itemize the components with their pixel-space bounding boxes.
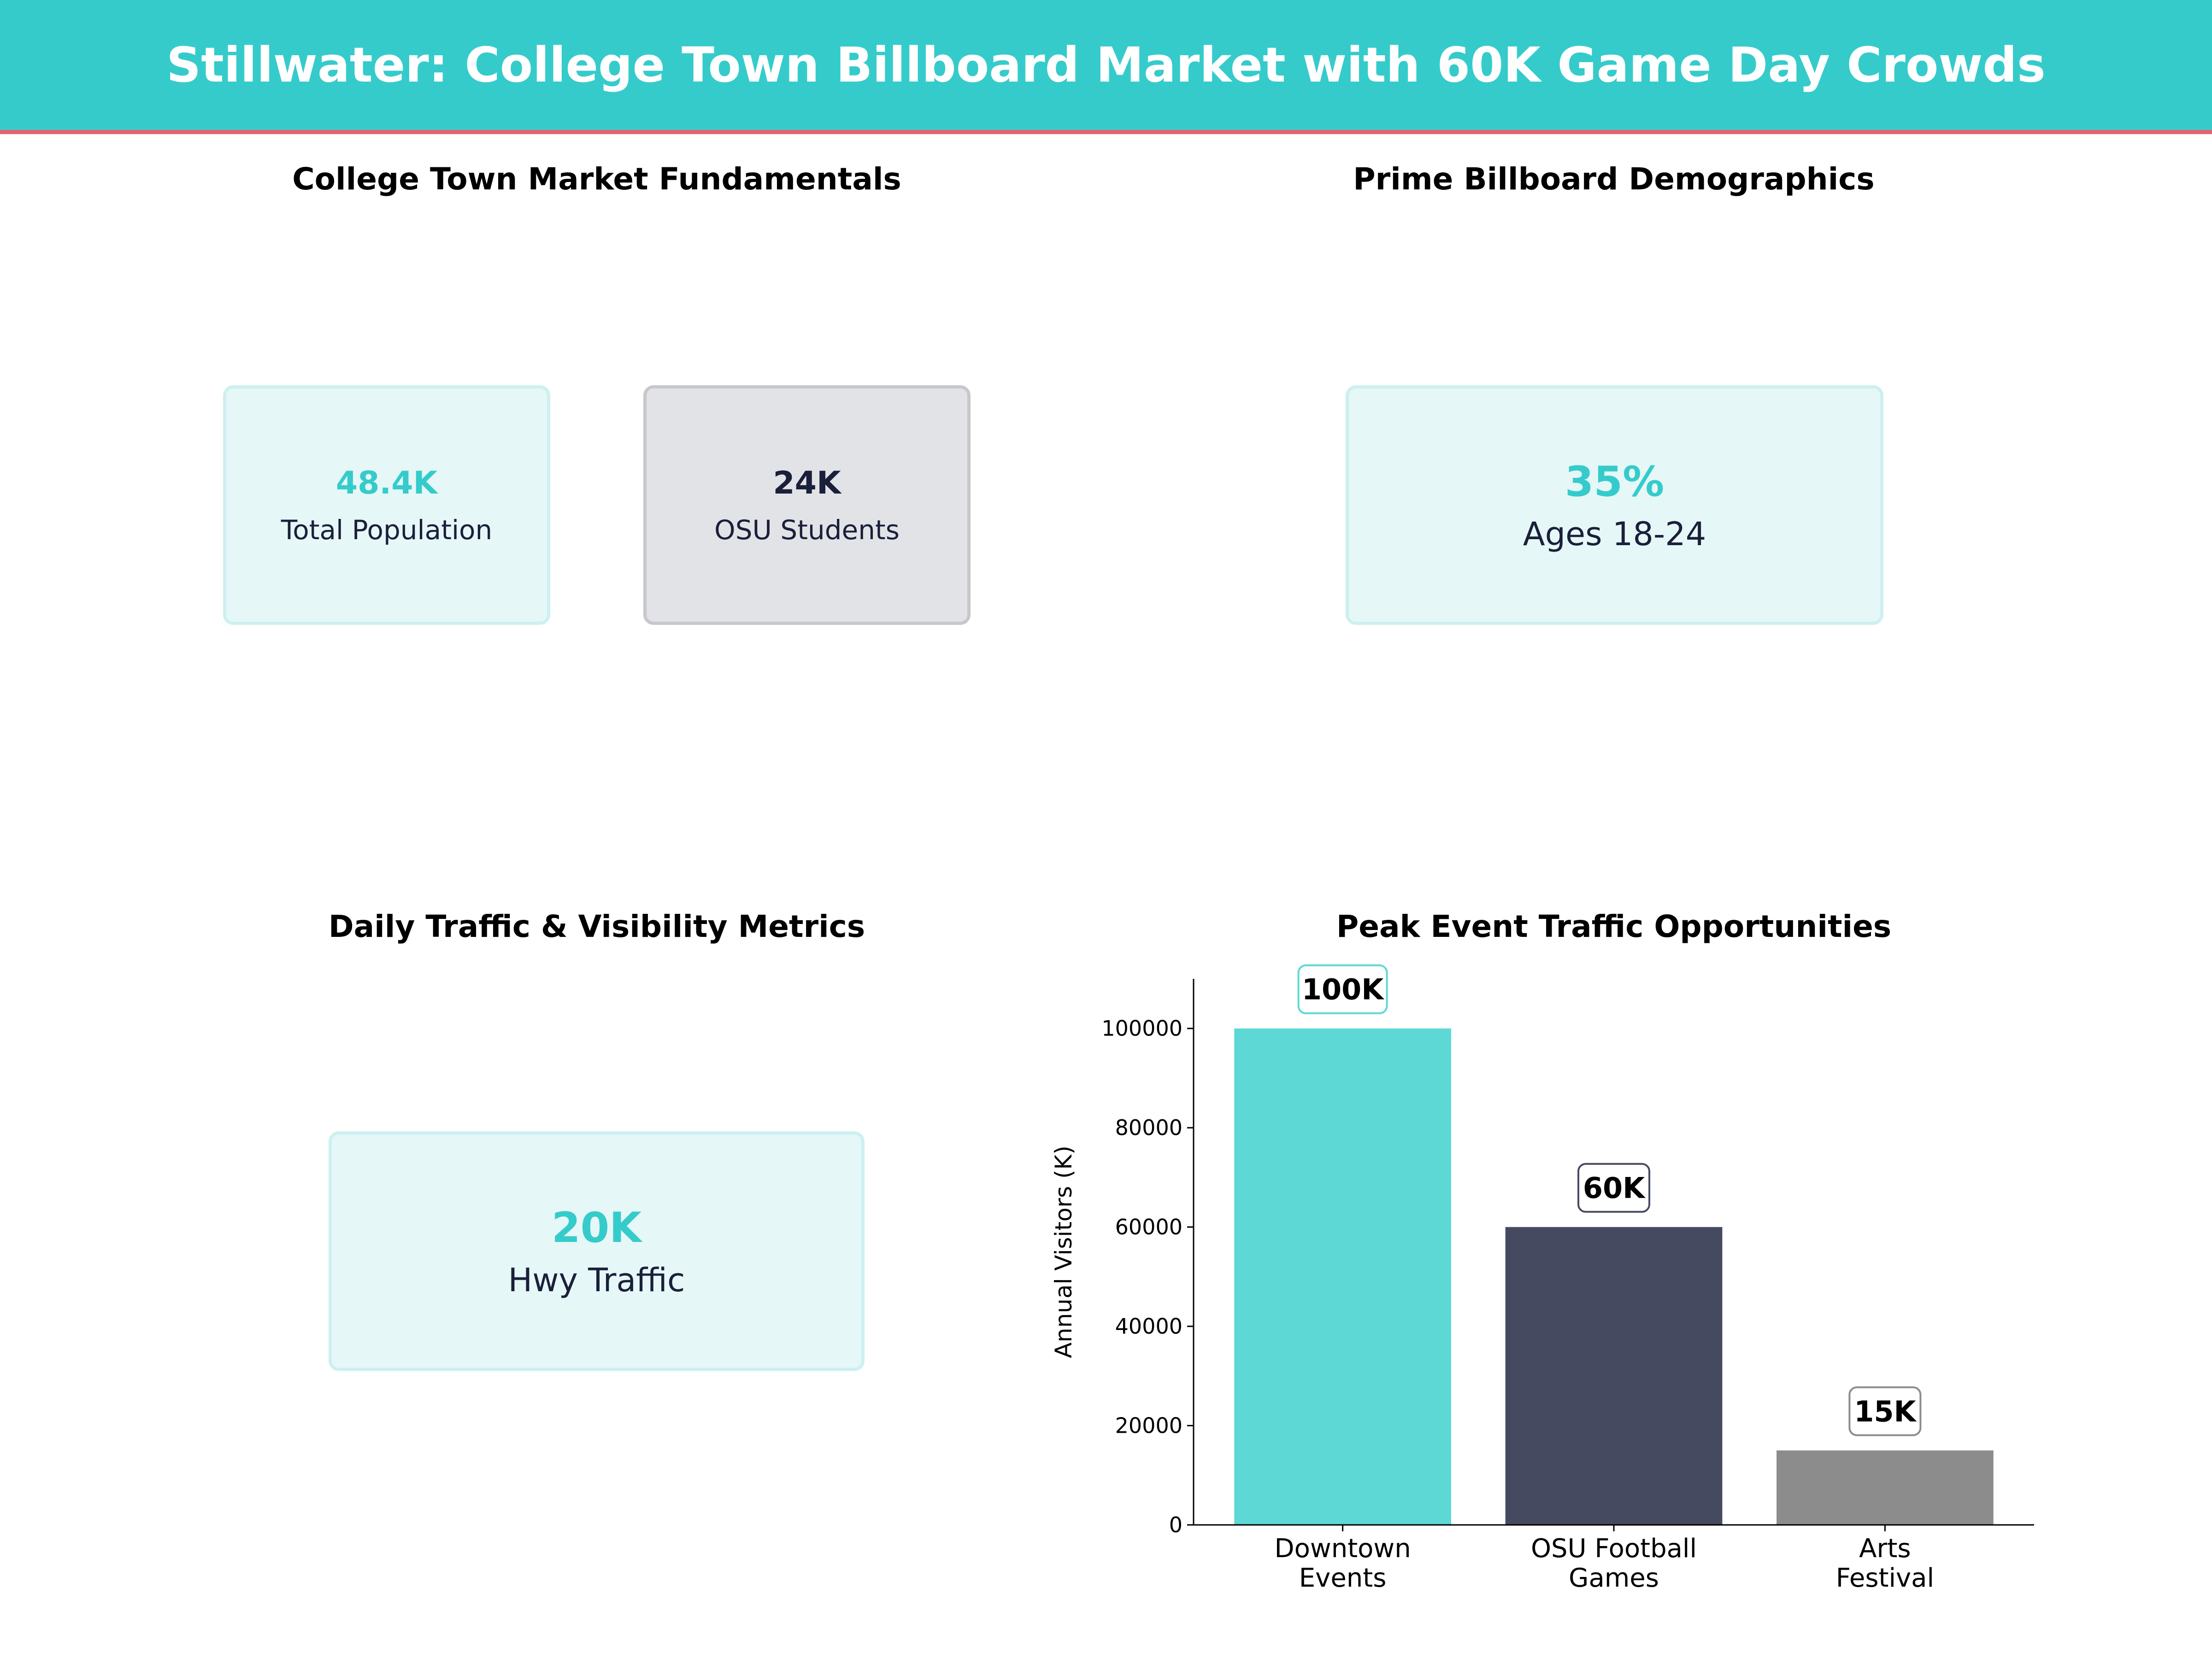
- data-label: 15K: [1854, 1394, 1917, 1428]
- y-axis-label: Annual Visitors (K): [1050, 1146, 1077, 1358]
- x-tick-label: Events: [1299, 1563, 1387, 1593]
- y-tick-label: 100000: [1101, 1016, 1182, 1041]
- header-banner: Stillwater: College Town Billboard Marke…: [0, 0, 2212, 134]
- traffic-title: Daily Traffic & Visibility Metrics: [328, 909, 865, 944]
- page-title: Stillwater: College Town Billboard Marke…: [166, 37, 2046, 93]
- card-value: 35%: [1565, 457, 1665, 506]
- card-value: 48.4K: [335, 465, 438, 501]
- y-tick-label: 0: [1169, 1512, 1182, 1537]
- osu-students-card: 24K OSU Students: [643, 385, 971, 625]
- card-label: Hwy Traffic: [508, 1261, 685, 1299]
- x-tick-label: Arts: [1859, 1534, 1911, 1564]
- data-label: 60K: [1583, 1171, 1646, 1205]
- y-tick-label: 40000: [1115, 1314, 1182, 1339]
- data-label-box: [1848, 1386, 1922, 1436]
- y-tick-label: 20000: [1115, 1413, 1182, 1438]
- demographics-title: Prime Billboard Demographics: [1353, 161, 1875, 197]
- bar: [1234, 1028, 1451, 1525]
- bar: [1505, 1227, 1723, 1525]
- x-tick-label: OSU Football: [1531, 1534, 1697, 1564]
- card-label: OSU Students: [714, 514, 900, 546]
- x-tick-label: Downtown: [1275, 1534, 1411, 1564]
- x-tick-label: Festival: [1836, 1563, 1934, 1593]
- ages-card: 35% Ages 18-24: [1346, 385, 1883, 625]
- data-label-box: [1297, 964, 1388, 1014]
- chart-title: Peak Event Traffic Opportunities: [1336, 909, 1892, 944]
- data-label-box: [1577, 1163, 1650, 1213]
- card-label: Ages 18-24: [1523, 515, 1706, 553]
- y-tick-label: 80000: [1115, 1115, 1182, 1140]
- y-tick-label: 60000: [1115, 1215, 1182, 1240]
- card-value: 24K: [773, 465, 841, 501]
- data-label: 100K: [1302, 973, 1384, 1006]
- card-value: 20K: [552, 1203, 641, 1252]
- card-label: Total Population: [281, 514, 493, 546]
- total-population-card: 48.4K Total Population: [223, 385, 550, 625]
- bar: [1777, 1450, 1994, 1525]
- fundamentals-title: College Town Market Fundamentals: [292, 161, 901, 197]
- hwy-traffic-card: 20K Hwy Traffic: [329, 1131, 865, 1371]
- x-tick-label: Games: [1569, 1563, 1659, 1593]
